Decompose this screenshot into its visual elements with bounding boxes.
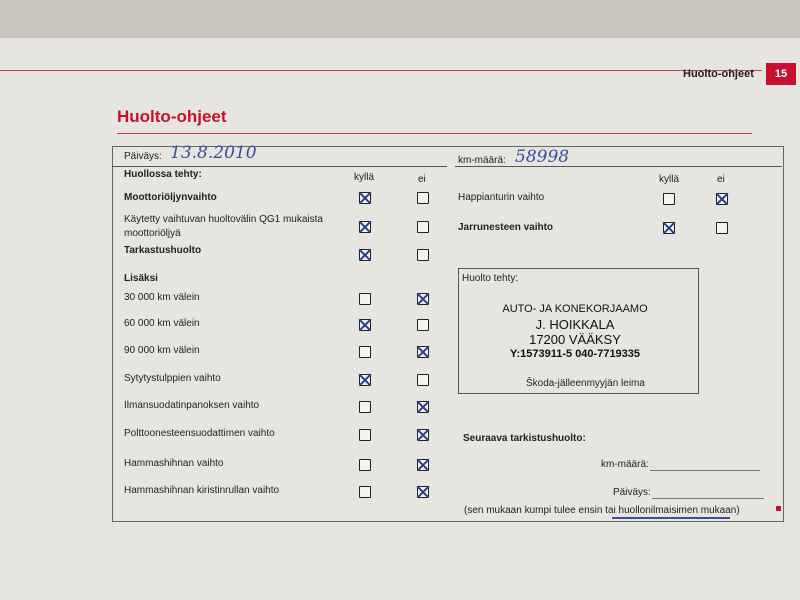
checkbox-yes[interactable] — [359, 429, 371, 441]
item-label: Tarkastushuolto — [124, 245, 202, 256]
checkbox-yes[interactable] — [359, 486, 371, 498]
checkbox-yes[interactable] — [663, 193, 675, 205]
item-label-cont: moottoriöljyä — [124, 228, 181, 239]
date-value: 13.8.2010 — [170, 143, 257, 163]
col-yes-right: kyllä — [659, 174, 680, 185]
checkbox-yes[interactable] — [359, 374, 371, 386]
item-label: Moottoriöljynvaihto — [124, 192, 217, 203]
checkbox-yes[interactable] — [359, 401, 371, 413]
page-number: 15 — [766, 63, 796, 85]
checkbox-no[interactable] — [417, 401, 429, 413]
item-label: Polttoonesteensuodattimen vaihto — [124, 428, 275, 439]
checkbox-no[interactable] — [417, 221, 429, 233]
checkbox-no[interactable] — [417, 249, 429, 261]
item-label: Sytytystulppien vaihto — [124, 373, 221, 384]
row-divider — [455, 166, 782, 167]
stamp-line: J. HOIKKALA — [535, 317, 615, 332]
item-label: Hammashihnan kiristinrullan vaihto — [124, 485, 280, 496]
checkbox-yes[interactable] — [359, 346, 371, 358]
stamp-caption: Škoda-jälleenmyyjän leima — [526, 378, 645, 389]
item-label: 60 000 km välein — [124, 318, 200, 329]
checkbox-no[interactable] — [417, 429, 429, 441]
item-label: Hammashihnan vaihto — [124, 458, 224, 469]
ink-underline — [612, 517, 730, 519]
service-form — [112, 146, 784, 522]
checkbox-yes[interactable] — [359, 192, 371, 204]
extra-heading: Lisäksi — [124, 273, 158, 284]
checkbox-yes[interactable] — [663, 222, 675, 234]
red-marker — [776, 506, 781, 511]
next-km-field[interactable] — [650, 470, 760, 471]
item-label: 30 000 km välein — [124, 292, 200, 303]
next-heading: Seuraava tarkistushuolto: — [463, 433, 586, 444]
title-rule — [117, 133, 752, 134]
checkbox-no[interactable] — [417, 319, 429, 331]
checkbox-no[interactable] — [417, 346, 429, 358]
col-no-right: ei — [717, 174, 725, 185]
item-label: Happianturin vaihto — [458, 192, 545, 203]
checkbox-no[interactable] — [417, 374, 429, 386]
checkbox-no[interactable] — [417, 192, 429, 204]
checkbox-no[interactable] — [417, 486, 429, 498]
service-done-label: Huolto tehty: — [462, 273, 519, 284]
checkbox-no[interactable] — [417, 459, 429, 471]
col-yes: kyllä — [354, 172, 375, 183]
page-title: Huolto-ohjeet — [117, 107, 227, 126]
stamp-line: Y:1573911-5 040-7719335 — [509, 348, 641, 360]
item-label: Jarrunesteen vaihto — [458, 222, 554, 233]
section-header: Huolto-ohjeet — [683, 68, 754, 80]
header-rule — [0, 70, 762, 71]
stamp-box — [458, 268, 699, 394]
next-km-label: km-määrä: — [601, 459, 649, 470]
booklet-page — [0, 38, 800, 600]
row-divider — [112, 166, 447, 167]
item-label: 90 000 km välein — [124, 345, 200, 356]
next-date-label: Päiväys: — [613, 487, 651, 498]
checkbox-yes[interactable] — [359, 221, 371, 233]
done-heading: Huollossa tehty: — [124, 169, 202, 180]
checkbox-no[interactable] — [716, 193, 728, 205]
checkbox-no[interactable] — [716, 222, 728, 234]
checkbox-yes[interactable] — [359, 319, 371, 331]
item-label: Ilmansuodatinpanoksen vaihto — [124, 400, 260, 411]
stamp-line: 17200 VÄÄKSY — [529, 332, 621, 347]
checkbox-yes[interactable] — [359, 249, 371, 261]
checkbox-no[interactable] — [417, 293, 429, 305]
date-label: Päiväys: — [124, 151, 162, 162]
next-date-field[interactable] — [652, 498, 764, 499]
checkbox-yes[interactable] — [359, 459, 371, 471]
km-label: km-määrä: — [458, 155, 506, 166]
dealer-stamp: AUTO- JA KONEKORJAAMO J. HOIKKALA 17200 … — [490, 302, 660, 362]
note: (sen mukaan kumpi tulee ensin tai huollo… — [464, 505, 740, 516]
col-no: ei — [418, 174, 426, 185]
item-label: Käytetty vaihtuvan huoltovälin QG1 mukai… — [124, 214, 323, 225]
km-value: 58998 — [515, 147, 570, 167]
stamp-line: AUTO- JA KONEKORJAAMO — [502, 303, 648, 315]
checkbox-yes[interactable] — [359, 293, 371, 305]
